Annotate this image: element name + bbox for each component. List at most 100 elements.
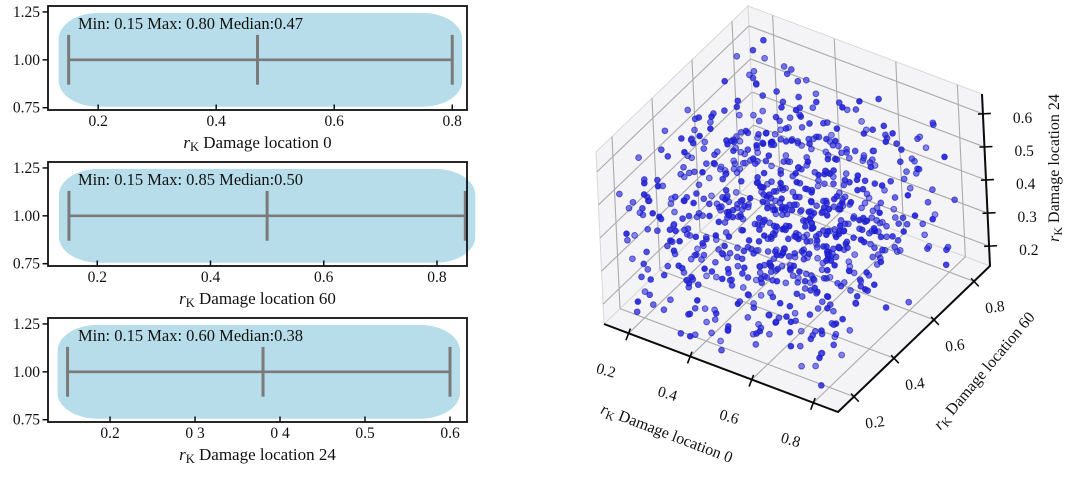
scatter-point [802, 185, 809, 193]
scatter-point [760, 218, 767, 226]
scatter-point [753, 141, 760, 149]
scatter-point [640, 179, 648, 187]
scatter-point [677, 170, 685, 178]
scatter-point [711, 160, 719, 168]
scatter-point [733, 133, 740, 140]
scatter-point [829, 173, 837, 181]
scatter-point [821, 180, 828, 188]
scatter-point [738, 255, 746, 263]
scatter-point [664, 262, 672, 270]
scatter-point [798, 293, 806, 300]
scatter-point [739, 284, 747, 291]
scatter-point [857, 283, 865, 290]
scatter-point [788, 137, 795, 144]
scatter-point [773, 251, 781, 259]
x-tick-label: 0.4 [207, 113, 227, 130]
scatter-point [711, 306, 718, 314]
scatter-point [896, 247, 904, 254]
scatter-point [767, 194, 775, 202]
scatter-point [864, 287, 872, 294]
x-tick-label: 0.6 [314, 269, 334, 286]
scatter-point [685, 212, 693, 220]
z3d-tick-label: 0.3 [1018, 209, 1038, 226]
scatter-point [809, 104, 817, 112]
scatter-point [839, 315, 846, 323]
scatter-point [776, 117, 784, 125]
x-axis-label: rK Damage location 24 [179, 445, 336, 466]
scatter-point [865, 194, 873, 202]
scatter-point [809, 331, 817, 339]
scatter-point [894, 237, 902, 244]
scatter-point [725, 269, 732, 277]
scatter-point [708, 268, 716, 275]
scatter-point [869, 253, 877, 261]
scatter-point [794, 164, 802, 172]
scatter-point [647, 276, 655, 283]
axis-tick [930, 316, 940, 326]
scatter-point [752, 341, 760, 348]
scatter-point [634, 298, 642, 305]
scatter-point [863, 217, 871, 225]
y-tick-label: 1.25 [13, 316, 40, 333]
scatter-point [891, 214, 899, 221]
scatter-point [815, 230, 823, 238]
scatter-point [677, 330, 685, 337]
scatter-point [787, 66, 795, 73]
scatter-point [661, 127, 669, 135]
axis-tick [748, 374, 755, 387]
scatter-point [847, 198, 855, 206]
scatter-point [904, 191, 912, 199]
scatter-point [688, 273, 695, 281]
axis-tick [809, 397, 816, 411]
scatter-point [725, 233, 733, 240]
scatter-point [782, 279, 790, 287]
scatter-point [751, 160, 759, 167]
scatter-point [795, 93, 802, 101]
scatter-point [761, 54, 768, 62]
scatter-point [631, 232, 638, 239]
scatter-point [827, 257, 835, 265]
scatter3d-plot: 0.20.40.60.80.20.40.60.80.20.30.40.50.6r… [594, 4, 1065, 467]
x-tick-label: 0.8 [427, 269, 447, 286]
scatter-point [724, 327, 732, 334]
scatter-point [880, 122, 888, 130]
scatter-point [693, 297, 701, 304]
x-tick-label: 0 3 [185, 425, 205, 442]
grid-line [619, 308, 855, 398]
y-tick-label: 0.75 [13, 412, 40, 429]
scatter-point [792, 233, 800, 241]
scatter-point [629, 198, 637, 206]
scatter-point [832, 330, 840, 338]
scatter-point [744, 146, 752, 153]
scatter-point [726, 249, 734, 257]
y-tick-label: 0.75 [13, 100, 40, 117]
scatter-point [705, 174, 713, 182]
scatter-point [941, 153, 948, 161]
scatter-point [639, 205, 646, 212]
scatter-point [877, 199, 885, 207]
scatter-point [708, 192, 715, 200]
scatter-point [922, 144, 930, 152]
violin-plot-damage-location-60: 1.25 1.00 0.75 0.2 0.4 0.6 0.8 Min: 0.15 Max: 0… [13, 160, 476, 310]
axis-tick [686, 351, 693, 364]
scatter-point [789, 188, 797, 196]
scatter-point [840, 279, 848, 286]
y-tick-label: 1.25 [13, 160, 40, 177]
scatter-point [777, 126, 784, 134]
scatter-point [797, 327, 805, 335]
scatter-point [722, 186, 730, 194]
scatter-point [863, 269, 870, 276]
scatter-point [664, 242, 671, 250]
grid-line [602, 157, 756, 305]
scatter-point [856, 276, 864, 283]
scatter-point [721, 167, 729, 174]
scatter-point [657, 146, 665, 154]
scatter-point [678, 135, 685, 142]
scatter-point [808, 186, 816, 194]
scatter-point [867, 240, 874, 248]
scatter-point [789, 172, 797, 180]
scatter-point [694, 245, 701, 253]
scatter-point [870, 281, 878, 289]
scatter-point [695, 181, 703, 189]
